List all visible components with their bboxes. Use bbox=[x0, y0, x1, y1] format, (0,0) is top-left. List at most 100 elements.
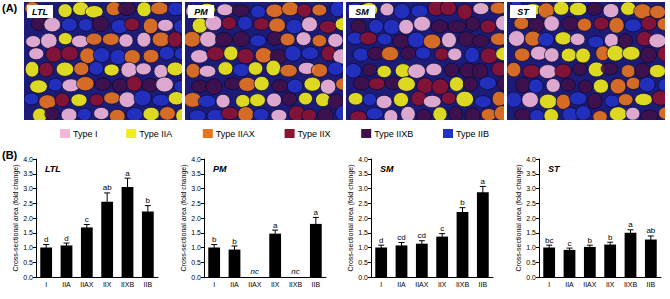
svg-text:cd: cd bbox=[397, 233, 405, 242]
svg-text:1.5: 1.5 bbox=[191, 229, 201, 236]
svg-text:Cross-sectional area (fold cha: Cross-sectional area (fold change) bbox=[12, 165, 20, 272]
svg-text:IIB: IIB bbox=[312, 281, 321, 288]
svg-text:1.0: 1.0 bbox=[191, 244, 201, 251]
svg-text:Cross-sectional area (fold cha: Cross-sectional area (fold change) bbox=[180, 165, 188, 272]
svg-text:0.5: 0.5 bbox=[358, 259, 368, 266]
svg-text:(B): (B) bbox=[2, 149, 18, 161]
svg-text:2.0: 2.0 bbox=[526, 215, 536, 222]
svg-text:IIX: IIX bbox=[103, 281, 112, 288]
svg-text:ab: ab bbox=[103, 183, 112, 192]
svg-text:IIB: IIB bbox=[144, 281, 153, 288]
svg-text:a: a bbox=[628, 220, 633, 229]
svg-text:4.0: 4.0 bbox=[526, 156, 536, 163]
svg-text:a: a bbox=[314, 208, 319, 217]
svg-text:3.5: 3.5 bbox=[526, 170, 536, 177]
svg-text:b: b bbox=[212, 235, 217, 244]
svg-text:IIA: IIA bbox=[397, 281, 406, 288]
svg-text:2.5: 2.5 bbox=[191, 200, 201, 207]
svg-text:IIA: IIA bbox=[230, 281, 239, 288]
svg-text:1.5: 1.5 bbox=[526, 229, 536, 236]
svg-text:IIAX: IIAX bbox=[415, 281, 429, 288]
svg-text:Type IIAX: Type IIAX bbox=[216, 129, 255, 139]
svg-text:IIA: IIA bbox=[62, 281, 71, 288]
svg-text:Type IIB: Type IIB bbox=[456, 129, 489, 139]
svg-text:b: b bbox=[460, 198, 465, 207]
svg-text:IIXB: IIXB bbox=[121, 281, 135, 288]
svg-text:PM: PM bbox=[213, 164, 227, 174]
svg-text:d: d bbox=[44, 235, 48, 244]
svg-text:a: a bbox=[481, 177, 486, 186]
svg-text:SM: SM bbox=[355, 7, 369, 17]
svg-text:2.0: 2.0 bbox=[358, 215, 368, 222]
svg-text:0.0: 0.0 bbox=[23, 274, 33, 281]
svg-text:4.0: 4.0 bbox=[358, 156, 368, 163]
svg-text:0.0: 0.0 bbox=[358, 274, 368, 281]
svg-text:I: I bbox=[45, 281, 47, 288]
svg-text:b: b bbox=[146, 196, 151, 205]
svg-text:b: b bbox=[232, 237, 237, 246]
svg-text:d: d bbox=[64, 234, 68, 243]
svg-text:IIAX: IIAX bbox=[248, 281, 262, 288]
svg-text:(A): (A) bbox=[2, 2, 18, 14]
svg-text:I: I bbox=[548, 281, 550, 288]
svg-text:3.0: 3.0 bbox=[358, 185, 368, 192]
svg-text:1.5: 1.5 bbox=[23, 229, 33, 236]
svg-text:3.0: 3.0 bbox=[526, 185, 536, 192]
svg-text:IIAX: IIAX bbox=[583, 281, 597, 288]
svg-text:ST: ST bbox=[548, 164, 561, 174]
svg-text:1.0: 1.0 bbox=[23, 244, 33, 251]
svg-text:4.0: 4.0 bbox=[191, 156, 201, 163]
svg-text:a: a bbox=[125, 169, 130, 178]
svg-text:Type IIX: Type IIX bbox=[298, 129, 331, 139]
svg-text:b: b bbox=[608, 233, 613, 242]
svg-text:cd: cd bbox=[418, 231, 426, 240]
svg-text:0.5: 0.5 bbox=[23, 259, 33, 266]
svg-text:I: I bbox=[380, 281, 382, 288]
svg-text:c: c bbox=[568, 239, 572, 248]
svg-text:3.5: 3.5 bbox=[191, 170, 201, 177]
svg-text:3.0: 3.0 bbox=[191, 185, 201, 192]
svg-text:IIA: IIA bbox=[565, 281, 574, 288]
svg-text:IIXB: IIXB bbox=[624, 281, 638, 288]
svg-text:3.5: 3.5 bbox=[358, 170, 368, 177]
svg-text:IIB: IIB bbox=[647, 281, 656, 288]
svg-text:Cross-sectional area (fold cha: Cross-sectional area (fold change) bbox=[515, 165, 523, 272]
svg-text:IIAX: IIAX bbox=[80, 281, 94, 288]
svg-text:PM: PM bbox=[194, 7, 208, 17]
svg-text:2.5: 2.5 bbox=[23, 200, 33, 207]
svg-text:3.0: 3.0 bbox=[23, 185, 33, 192]
svg-text:Type IIA: Type IIA bbox=[139, 129, 172, 139]
svg-text:nc: nc bbox=[291, 267, 299, 276]
svg-text:1.0: 1.0 bbox=[526, 244, 536, 251]
svg-text:IIX: IIX bbox=[438, 281, 447, 288]
svg-text:Type I: Type I bbox=[73, 129, 98, 139]
svg-text:2.0: 2.0 bbox=[23, 215, 33, 222]
svg-text:d: d bbox=[379, 236, 383, 245]
svg-text:SM: SM bbox=[380, 164, 394, 174]
svg-text:c: c bbox=[85, 215, 89, 224]
svg-text:IIX: IIX bbox=[271, 281, 280, 288]
svg-text:2.5: 2.5 bbox=[358, 200, 368, 207]
svg-text:4.0: 4.0 bbox=[23, 156, 33, 163]
svg-text:ST: ST bbox=[517, 7, 530, 17]
svg-text:Type IIXB: Type IIXB bbox=[374, 129, 413, 139]
svg-text:LTL: LTL bbox=[32, 7, 48, 17]
svg-text:bc: bc bbox=[545, 236, 553, 245]
svg-text:2.5: 2.5 bbox=[526, 200, 536, 207]
svg-text:0.5: 0.5 bbox=[191, 259, 201, 266]
svg-text:IIB: IIB bbox=[479, 281, 488, 288]
svg-text:3.5: 3.5 bbox=[23, 170, 33, 177]
svg-text:LTL: LTL bbox=[45, 164, 61, 174]
svg-text:ab: ab bbox=[646, 226, 655, 235]
svg-text:1.5: 1.5 bbox=[358, 229, 368, 236]
svg-text:IIX: IIX bbox=[606, 281, 615, 288]
svg-text:0.0: 0.0 bbox=[191, 274, 201, 281]
svg-text:I: I bbox=[213, 281, 215, 288]
svg-text:a: a bbox=[273, 221, 278, 230]
svg-text:0.5: 0.5 bbox=[526, 259, 536, 266]
svg-text:IIXB: IIXB bbox=[289, 281, 303, 288]
svg-text:2.0: 2.0 bbox=[191, 215, 201, 222]
svg-text:1.0: 1.0 bbox=[358, 244, 368, 251]
svg-text:c: c bbox=[440, 224, 444, 233]
svg-text:nc: nc bbox=[251, 267, 259, 276]
